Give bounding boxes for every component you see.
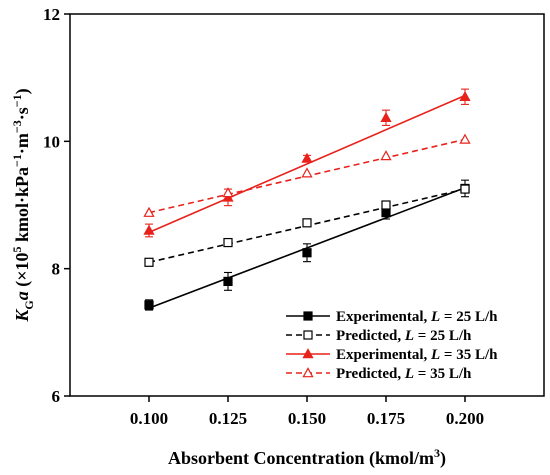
x-axis-title: Absorbent Concentration (kmol/m3) [168,446,446,469]
x-tick-label: 0.125 [209,409,247,428]
data-point [302,248,312,258]
data-point [222,187,234,198]
y-tick-label: 6 [52,387,61,406]
data-point [380,111,392,123]
legend-label: Experimental, L = 35 L/h [336,347,498,363]
data-point [459,133,471,144]
legend: Experimental, L = 25 L/h Predicted, L = 2… [286,309,498,382]
data-point [223,276,233,286]
data-point [380,150,392,161]
data-point [303,330,313,340]
data-point [302,348,314,359]
data-point [143,206,155,217]
series [143,133,471,217]
data-point [302,367,314,378]
legend-label: Predicted, L = 25 L/h [336,328,472,344]
legend-label: Experimental, L = 25 L/h [336,309,498,325]
series-layer [143,88,471,311]
legend-label: Predicted, L = 35 L/h [336,366,472,382]
series [144,179,470,311]
y-tick-label: 12 [43,5,60,24]
x-tick-label: 0.100 [130,409,168,428]
data-point [459,90,471,102]
x-tick-label: 0.200 [446,409,484,428]
x-tick-label: 0.175 [367,409,405,428]
series [143,88,471,238]
series [144,184,470,267]
data-point [302,218,312,228]
data-point [223,237,233,248]
data-point [301,152,313,163]
data-point [303,311,313,321]
y-tick-label: 10 [43,132,60,151]
x-tick-label: 0.150 [288,409,326,428]
data-point [381,208,391,218]
series-line [148,94,466,234]
data-point [301,167,313,178]
data-point [144,257,154,267]
data-point [143,224,155,235]
y-axis-ticks: 6 8 10 12 [43,5,70,406]
x-axis-ticks: 0.100 0.125 0.150 0.175 0.200 [130,396,484,428]
data-point [144,300,154,310]
data-point [381,200,391,210]
data-point [460,184,470,194]
y-axis-title: KGa (×105 kmol·kPa−1·m−3·s−1) [10,88,36,322]
y-tick-label: 8 [52,260,61,279]
